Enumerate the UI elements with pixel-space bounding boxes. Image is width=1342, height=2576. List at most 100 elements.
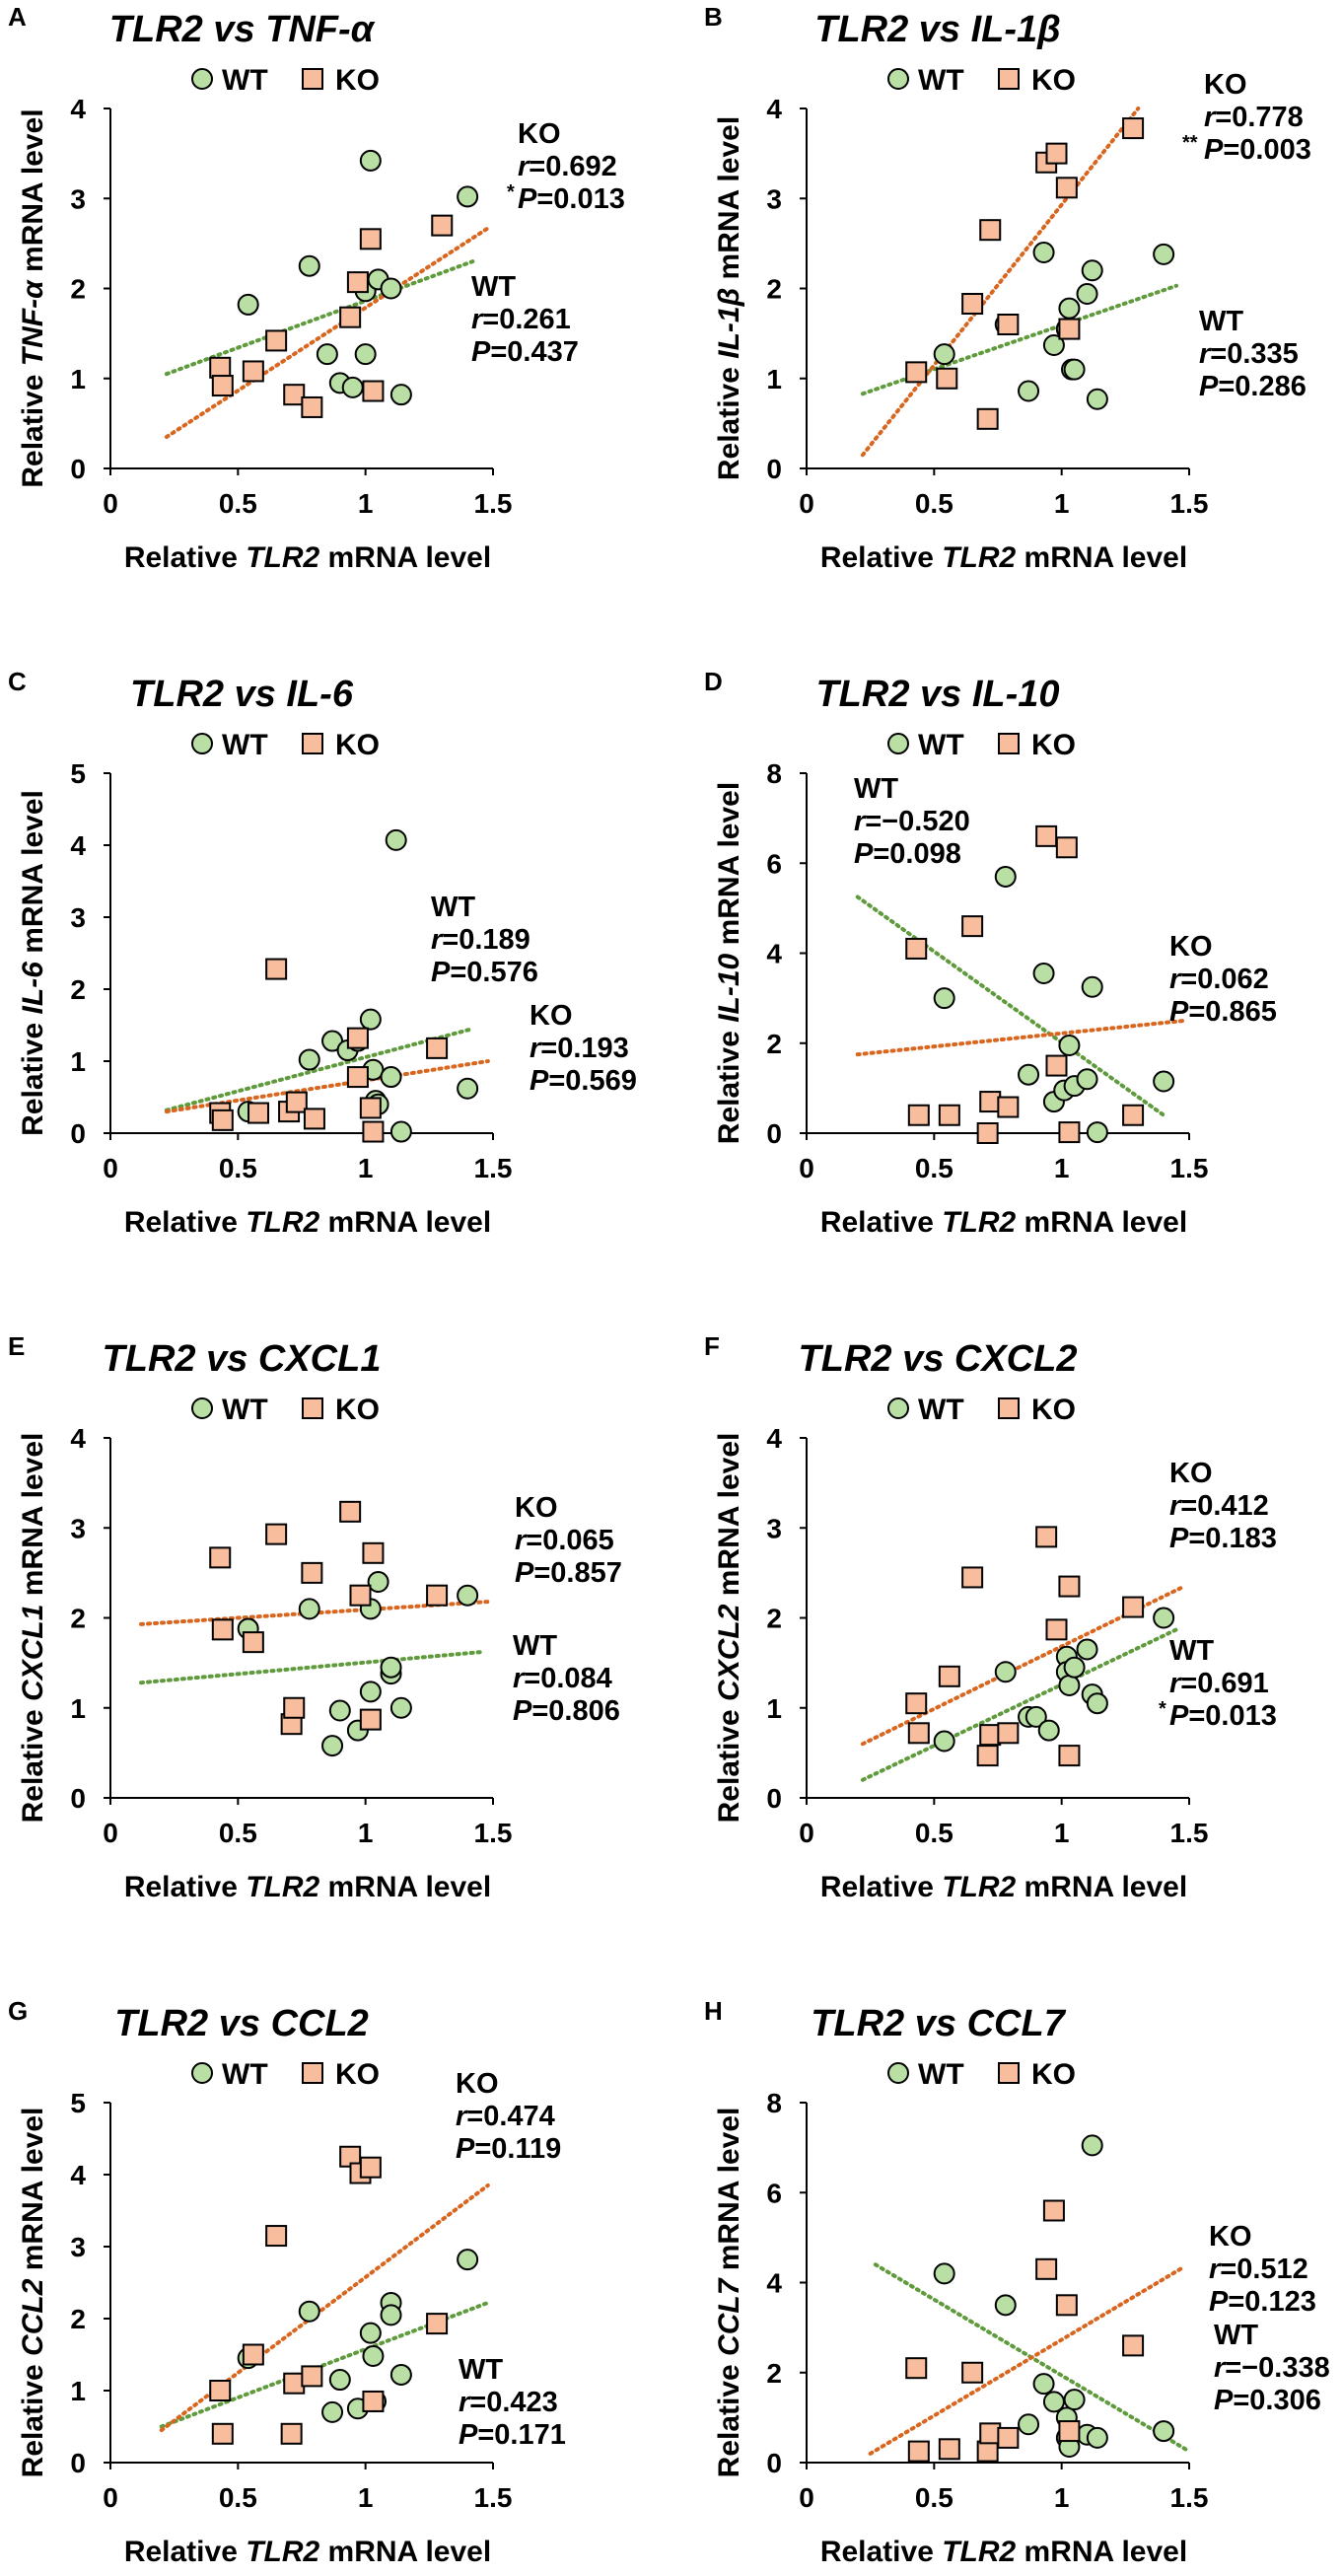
ko-stats-significance: * [507,181,515,203]
panel-letter: G [8,1996,28,2026]
y-axis-label: Relative CCL2 mRNA level [17,2108,49,2478]
y-tick-label: 5 [70,758,86,789]
panel-d: D TLR2 vs IL-10 WT KO 0 2 4 6 8 0 0.5 1 1.5 Relative … [704,667,1277,1239]
y-tick-label: 3 [766,1513,782,1543]
ko-data-point [1122,117,1145,140]
ko-stats-label: KO [1169,1458,1213,1489]
wt-data-point [1018,2413,1040,2436]
wt-stats-p: P=0.576 [431,957,538,988]
y-tick-label: 3 [70,2232,86,2262]
chart-title: TLR2 vs TNF-α [109,9,376,50]
wt-data-point [1063,2389,1086,2411]
y-tick-label: 6 [766,848,782,879]
legend-wt-marker [191,733,213,754]
ko-data-point [1122,1596,1145,1618]
ko-stats-r: r=0.412 [1169,1490,1269,1522]
panel-letter: B [704,2,723,32]
r-symbol: r [1169,1490,1182,1522]
equals-sign: = [477,2419,494,2451]
y-axis-label-gene: IL-1β [713,288,745,359]
x-tick-label: 0 [799,488,814,519]
equals-sign: = [1228,2286,1244,2318]
panel-b: B TLR2 vs IL-1β WT KO 0 1 2 3 4 0 0.5 1 1.5 Relative … [704,2,1311,574]
wt-data-point [359,2322,382,2344]
r-symbol: r [471,304,484,335]
x-tick-label: 0 [103,1153,118,1183]
wt-data-point [389,1120,412,1143]
y-axis-label-gene: IL-6 [17,962,49,1015]
y-axis-label: Relative CXCL1 mRNA level [17,1433,49,1824]
legend-wt-label: WT [222,729,268,761]
wt-data-point [1063,1656,1086,1679]
chart-title: TLR2 vs CXCL2 [799,1338,1078,1380]
x-axis-label-suffix: mRNA level [319,1871,491,1903]
legend-ko-label: KO [335,729,380,761]
wt-stats-p: P=0.171 [459,2419,566,2451]
x-axis-label: Relative TLR2 mRNA level [124,1206,491,1239]
ko-data-point [359,228,382,250]
ko-stats-label: KO [1204,69,1247,101]
legend-ko-label: KO [1031,64,1076,97]
ko-data-point [1058,1575,1081,1598]
equals-sign: = [540,1033,557,1064]
y-axis-label-suffix: mRNA level [17,790,49,962]
ko-data-point [938,1665,960,1687]
panel-letter: F [704,1331,720,1361]
r-symbol: r [1169,964,1182,995]
ko-data-point [362,2390,385,2412]
wt-data-point [316,343,338,366]
equals-sign: = [450,957,466,988]
wt-data-point [994,1661,1017,1683]
legend: WT KO [191,64,380,97]
x-axis-label-gene: TLR2 [246,2536,319,2568]
y-tick-label: 5 [70,2088,86,2118]
x-axis-label: Relative TLR2 mRNA level [820,1871,1187,1903]
y-tick-label: 3 [70,902,86,933]
wt-data-point [380,2304,402,2326]
x-axis-label-prefix: Relative [124,2536,246,2568]
equals-sign: = [1225,2352,1241,2384]
x-tick-label: 0.5 [219,1153,257,1183]
equals-sign: = [490,336,507,368]
p-symbol: P [518,183,537,215]
ko-data-point [362,1120,385,1143]
wt-data-point [1063,358,1086,381]
r-symbol: r [1204,102,1217,133]
y-tick-label: 4 [70,2160,86,2190]
wt-data-point [457,1077,479,1100]
y-axis-label-gene: IL-10 [713,953,745,1022]
p-value: 0.003 [1239,134,1311,166]
ko-data-point [905,2357,928,2380]
x-tick-label: 0.5 [915,1153,954,1183]
ko-data-point [1045,142,1068,165]
y-tick-label: 4 [766,94,782,124]
ko-data-point [280,2422,303,2445]
wt-data-point [389,384,412,406]
x-tick-label: 1.5 [474,2482,513,2513]
y-tick-label: 2 [766,274,782,305]
ko-stats-p: P=0.857 [515,1557,622,1589]
panel-letter: E [8,1331,25,1361]
ko-trendline [164,226,490,440]
wt-data-point [321,1735,344,1757]
x-axis-label-prefix: Relative [820,1871,942,1903]
ko-data-point [211,1109,234,1131]
y-axis-label-prefix: Relative [713,359,745,480]
chart-title: TLR2 vs CCL2 [114,2003,369,2044]
ko-data-point [346,1027,369,1049]
y-axis-label-suffix: mRNA level [17,108,49,280]
wt-data-point [1032,2373,1055,2396]
x-tick-label: 1.5 [1170,2482,1209,2513]
chart-title: TLR2 vs CXCL1 [103,1338,382,1380]
y-axis-label: Relative TNF-α mRNA level [17,108,49,487]
x-tick-label: 1 [358,2482,374,2513]
ko-data-point [1122,2334,1145,2357]
y-tick-label: 2 [766,1604,782,1634]
equals-sign: = [1180,964,1197,995]
legend-ko-label: KO [1031,1394,1076,1426]
x-tick-label: 1 [1054,1818,1070,1848]
y-tick-label: 0 [766,1783,782,1814]
ko-data-point [209,2380,232,2401]
